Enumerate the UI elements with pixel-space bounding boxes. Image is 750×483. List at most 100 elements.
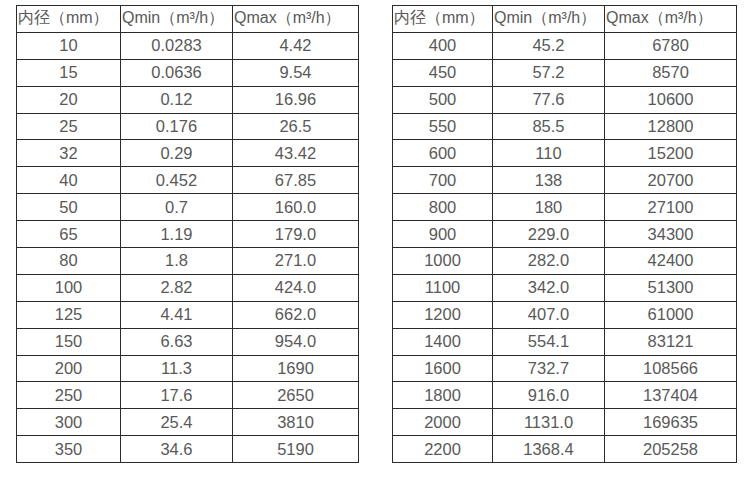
table-cell: 43.42: [233, 140, 359, 167]
flow-rate-tables: 内径（mm）Qmin（m³/h）Qmax（m³/h）100.02834.4215…: [0, 0, 750, 463]
table-cell: 11.3: [121, 355, 233, 382]
table-cell: 137404: [605, 382, 737, 409]
table-row: 50077.610600: [393, 86, 737, 113]
table-cell: 51300: [605, 274, 737, 301]
table-row: 30025.43810: [17, 409, 359, 436]
table-cell: 342.0: [493, 274, 605, 301]
table-cell: 6780: [605, 32, 737, 59]
table-cell: 4.42: [233, 32, 359, 59]
table-row: 150.06369.54: [17, 59, 359, 86]
table-cell: 732.7: [493, 355, 605, 382]
table-cell: 12800: [605, 113, 737, 140]
table-cell: 80: [17, 248, 121, 275]
table-cell: 17.6: [121, 382, 233, 409]
table-cell: 83121: [605, 328, 737, 355]
table-cell: 700: [393, 167, 493, 194]
table-row: 400.45267.85: [17, 167, 359, 194]
table-cell: 1600: [393, 355, 493, 382]
table-cell: 0.176: [121, 113, 233, 140]
table-cell: 57.2: [493, 59, 605, 86]
table-cell: 800: [393, 194, 493, 221]
table-row: 320.2943.42: [17, 140, 359, 167]
table-cell: 300: [17, 409, 121, 436]
table-cell: 2650: [233, 382, 359, 409]
table-row: 20011.31690: [17, 355, 359, 382]
header-row: 内径（mm）Qmin（m³/h）Qmax（m³/h）: [393, 6, 737, 33]
table-cell: 250: [17, 382, 121, 409]
flow-table-small-diameters: 内径（mm）Qmin（m³/h）Qmax（m³/h）100.02834.4215…: [16, 5, 359, 463]
header-row: 内径（mm）Qmin（m³/h）Qmax（m³/h）: [17, 6, 359, 33]
table-cell: 229.0: [493, 221, 605, 248]
table-row: 801.8271.0: [17, 248, 359, 275]
table-cell: 1200: [393, 301, 493, 328]
table-cell: 1131.0: [493, 409, 605, 436]
column-header: Qmin（m³/h）: [121, 6, 233, 33]
table-row: 1506.63954.0: [17, 328, 359, 355]
table-cell: 100: [17, 274, 121, 301]
table-cell: 25.4: [121, 409, 233, 436]
table-cell: 2.82: [121, 274, 233, 301]
table-cell: 1690: [233, 355, 359, 382]
flow-table-large-diameters: 内径（mm）Qmin（m³/h）Qmax（m³/h）40045.26780450…: [392, 5, 737, 463]
table-cell: 108566: [605, 355, 737, 382]
table-cell: 954.0: [233, 328, 359, 355]
table-cell: 500: [393, 86, 493, 113]
table-cell: 26.5: [233, 113, 359, 140]
table-cell: 916.0: [493, 382, 605, 409]
table-cell: 34.6: [121, 436, 233, 463]
table-row: 25017.62650: [17, 382, 359, 409]
table-cell: 138: [493, 167, 605, 194]
table-row: 900229.034300: [393, 221, 737, 248]
table-cell: 4.41: [121, 301, 233, 328]
table-cell: 25: [17, 113, 121, 140]
table-row: 1200407.061000: [393, 301, 737, 328]
table-cell: 600: [393, 140, 493, 167]
table-row: 1800916.0137404: [393, 382, 737, 409]
column-header: 内径（mm）: [393, 6, 493, 33]
table-cell: 1.8: [121, 248, 233, 275]
table-cell: 179.0: [233, 221, 359, 248]
column-header: 内径（mm）: [17, 6, 121, 33]
table-row: 55085.512800: [393, 113, 737, 140]
table-cell: 10600: [605, 86, 737, 113]
table-cell: 1800: [393, 382, 493, 409]
table-cell: 32: [17, 140, 121, 167]
table-cell: 16.96: [233, 86, 359, 113]
table-cell: 450: [393, 59, 493, 86]
table-cell: 150: [17, 328, 121, 355]
table-row: 35034.65190: [17, 436, 359, 463]
table-row: 1002.82424.0: [17, 274, 359, 301]
table-cell: 2000: [393, 409, 493, 436]
table-cell: 180: [493, 194, 605, 221]
table-cell: 662.0: [233, 301, 359, 328]
table-row: 100.02834.42: [17, 32, 359, 59]
table-cell: 61000: [605, 301, 737, 328]
table-cell: 200: [17, 355, 121, 382]
table-cell: 10: [17, 32, 121, 59]
table-row: 651.19179.0: [17, 221, 359, 248]
table-cell: 1.19: [121, 221, 233, 248]
table-cell: 0.7: [121, 194, 233, 221]
table-cell: 0.29: [121, 140, 233, 167]
table-cell: 6.63: [121, 328, 233, 355]
table-cell: 1400: [393, 328, 493, 355]
table-row: 1100342.051300: [393, 274, 737, 301]
table-cell: 40: [17, 167, 121, 194]
table-cell: 350: [17, 436, 121, 463]
column-header: Qmin（m³/h）: [493, 6, 605, 33]
table-row: 250.17626.5: [17, 113, 359, 140]
table-cell: 34300: [605, 221, 737, 248]
table-cell: 554.1: [493, 328, 605, 355]
table-row: 1400554.183121: [393, 328, 737, 355]
table-cell: 1368.4: [493, 436, 605, 463]
table-cell: 1000: [393, 248, 493, 275]
table-cell: 0.12: [121, 86, 233, 113]
table-row: 45057.28570: [393, 59, 737, 86]
table-cell: 550: [393, 113, 493, 140]
table-cell: 65: [17, 221, 121, 248]
table-row: 1600732.7108566: [393, 355, 737, 382]
table-cell: 0.452: [121, 167, 233, 194]
table-row: 500.7160.0: [17, 194, 359, 221]
table-cell: 20700: [605, 167, 737, 194]
table-cell: 42400: [605, 248, 737, 275]
